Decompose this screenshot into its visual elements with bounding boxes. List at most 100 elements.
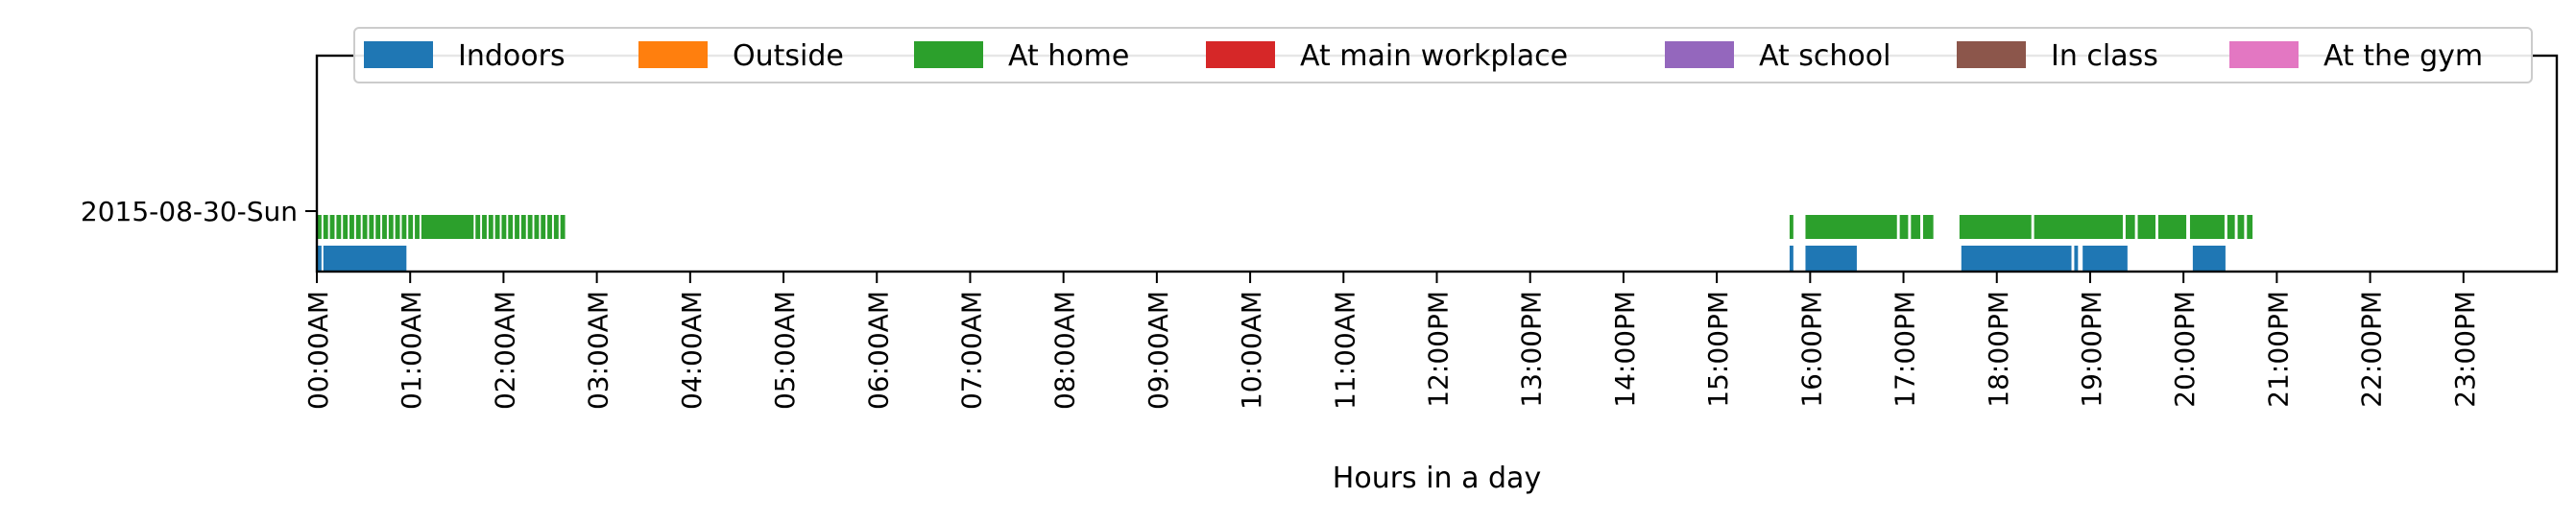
bar-at-home-27 bbox=[541, 215, 546, 239]
x-tick-label: 22:00PM bbox=[2356, 291, 2388, 408]
bar-at-home-10 bbox=[382, 215, 387, 239]
bar-at-home-6 bbox=[355, 215, 361, 239]
bar-at-home-20 bbox=[494, 215, 500, 239]
bar-at-home-0 bbox=[317, 215, 322, 239]
bar-indoors-1 bbox=[323, 246, 407, 271]
bar-at-home-24 bbox=[520, 215, 526, 239]
x-tick-label: 01:00AM bbox=[396, 291, 427, 410]
x-tick-label: 08:00AM bbox=[1049, 291, 1081, 410]
bar-at-home-31 bbox=[1789, 215, 1794, 239]
bar-at-home-36 bbox=[1959, 215, 2032, 239]
bar-at-home-13 bbox=[401, 215, 407, 239]
bar-at-home-7 bbox=[362, 215, 368, 239]
bar-at-home-43 bbox=[2237, 215, 2245, 239]
x-axis: 00:00AM 01:00AM 02:00AM 03:00AM 04:00AM 05:00… bbox=[302, 272, 2481, 410]
x-tick-label: 18:00PM bbox=[1983, 291, 2014, 408]
legend-swatch-at-school bbox=[1665, 41, 1734, 68]
bar-at-home-14 bbox=[408, 215, 414, 239]
legend-swatch-at-the-gym bbox=[2229, 41, 2299, 68]
x-tick-label: 14:00PM bbox=[1609, 291, 1641, 408]
legend-swatch-outside bbox=[638, 41, 708, 68]
x-tick-label: 16:00PM bbox=[1795, 291, 1827, 408]
x-tick-label: 15:00PM bbox=[1702, 291, 1734, 408]
bar-at-home-30 bbox=[560, 215, 566, 239]
bar-at-home-15 bbox=[415, 215, 420, 239]
bar-indoors-0 bbox=[317, 246, 322, 271]
bar-at-home-17 bbox=[475, 215, 481, 239]
x-tick-label: 04:00AM bbox=[676, 291, 708, 410]
bar-at-home-22 bbox=[508, 215, 514, 239]
legend-swatch-in-class bbox=[1957, 41, 2026, 68]
legend-swatch-at-home bbox=[914, 41, 983, 68]
bar-at-home-1 bbox=[323, 215, 328, 239]
bar-at-home-21 bbox=[501, 215, 507, 239]
bar-at-home-25 bbox=[527, 215, 533, 239]
bar-at-home-32 bbox=[1805, 215, 1897, 239]
legend-label: At the gym bbox=[2323, 39, 2483, 73]
x-tick-label: 05:00AM bbox=[769, 291, 801, 410]
bar-at-home-11 bbox=[388, 215, 394, 239]
bar-at-home-19 bbox=[488, 215, 494, 239]
bar-at-home-23 bbox=[515, 215, 519, 239]
bar-at-home-38 bbox=[2125, 215, 2135, 239]
legend-label: At school bbox=[1759, 39, 1890, 73]
x-tick-label: 23:00PM bbox=[2449, 291, 2481, 408]
y-tick-label: 2015-08-30-Sun bbox=[81, 196, 298, 227]
bar-at-home-39 bbox=[2137, 215, 2155, 239]
bar-at-home-5 bbox=[349, 215, 354, 239]
bar-at-home-26 bbox=[534, 215, 540, 239]
bar-at-home-3 bbox=[336, 215, 342, 239]
bar-indoors-4 bbox=[1961, 246, 2072, 271]
bar-at-home-28 bbox=[547, 215, 552, 239]
legend: Indoors Outside At home At main workplace At… bbox=[353, 27, 2533, 83]
x-tick-label: 13:00PM bbox=[1516, 291, 1548, 408]
bar-at-home-41 bbox=[2189, 215, 2225, 239]
legend-label: Indoors bbox=[458, 39, 566, 73]
bar-at-home-37 bbox=[2034, 215, 2123, 239]
x-tick-label: 19:00PM bbox=[2076, 291, 2107, 408]
bar-at-home-18 bbox=[482, 215, 487, 239]
legend-swatch-indoors bbox=[364, 41, 433, 68]
x-tick-label: 12:00PM bbox=[1423, 291, 1455, 408]
legend-label: At main workplace bbox=[1300, 39, 1568, 73]
x-tick-label: 20:00PM bbox=[2169, 291, 2201, 408]
x-tick-label: 03:00AM bbox=[583, 291, 614, 410]
x-tick-label: 17:00PM bbox=[1890, 291, 1921, 408]
bar-at-home-34 bbox=[1911, 215, 1921, 239]
x-tick-label: 07:00AM bbox=[955, 291, 987, 410]
x-tick-label: 06:00AM bbox=[862, 291, 894, 410]
bar-indoors-6 bbox=[2082, 246, 2128, 271]
bar-at-home-4 bbox=[343, 215, 349, 239]
y-axis: 2015-08-30-Sun bbox=[81, 196, 317, 227]
bar-at-home-33 bbox=[1899, 215, 1909, 239]
bar-at-home-9 bbox=[375, 215, 381, 239]
x-axis-label: Hours in a day bbox=[1333, 462, 1541, 495]
legend-label: At home bbox=[1008, 39, 1129, 73]
x-tick-label: 11:00AM bbox=[1329, 291, 1360, 410]
bar-indoors-3 bbox=[1805, 246, 1857, 271]
legend-swatch-at-main-workplace bbox=[1206, 41, 1275, 68]
bar-indoors-5 bbox=[2074, 246, 2079, 271]
bars-layer bbox=[317, 215, 2253, 271]
x-tick-label: 00:00AM bbox=[302, 291, 334, 410]
bar-at-home-29 bbox=[553, 215, 559, 239]
bar-at-home-16 bbox=[421, 215, 474, 239]
bar-at-home-40 bbox=[2157, 215, 2187, 239]
legend-label: Outside bbox=[733, 39, 844, 73]
x-tick-label: 21:00PM bbox=[2262, 291, 2294, 408]
bar-at-home-44 bbox=[2247, 215, 2253, 239]
bar-at-home-12 bbox=[395, 215, 400, 239]
bar-at-home-42 bbox=[2227, 215, 2235, 239]
plot-frame bbox=[315, 54, 2559, 273]
x-tick-label: 02:00AM bbox=[489, 291, 520, 410]
x-tick-label: 09:00AM bbox=[1143, 291, 1174, 410]
bar-indoors-2 bbox=[1789, 246, 1794, 271]
bar-at-home-35 bbox=[1922, 215, 1934, 239]
bar-at-home-2 bbox=[329, 215, 335, 239]
bar-at-home-8 bbox=[369, 215, 374, 239]
x-tick-label: 10:00AM bbox=[1236, 291, 1267, 410]
bar-indoors-7 bbox=[2192, 246, 2226, 271]
legend-label: In class bbox=[2051, 39, 2158, 73]
